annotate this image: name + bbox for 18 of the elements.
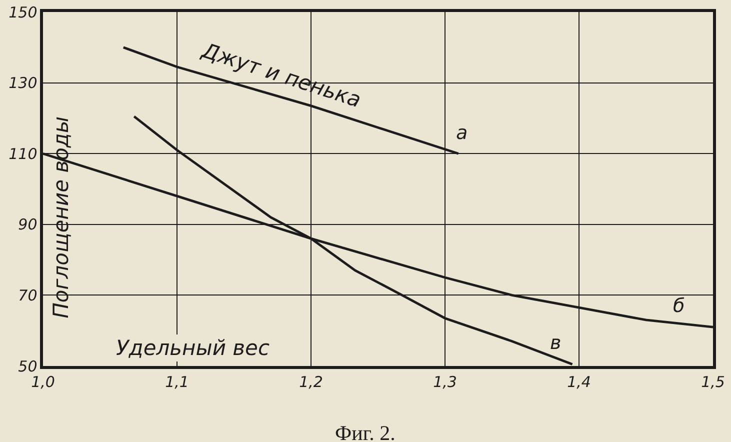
x-tick-label: 1,0 <box>31 372 55 391</box>
y-axis-title: Поглощение воды <box>48 116 73 318</box>
y-tick-label: 150 <box>8 3 38 22</box>
x-tick-label: 1,2 <box>299 372 323 391</box>
x-tick-label: 1,4 <box>567 372 591 391</box>
x-axis-title: Удельный вес <box>116 336 270 360</box>
x-tick-label: 1,1 <box>165 372 189 391</box>
series-label: а <box>456 122 468 144</box>
series-label: в <box>550 332 562 354</box>
y-tick-label: 90 <box>18 216 38 234</box>
y-tick-label: 70 <box>18 286 38 304</box>
y-tick-label: 110 <box>8 144 38 163</box>
y-tick-label: 50 <box>18 357 38 376</box>
series-label: б <box>673 295 685 317</box>
y-tick-label: 130 <box>8 74 38 92</box>
x-tick-label: 1,3 <box>433 372 457 391</box>
text: Фиг. 2. <box>335 421 396 442</box>
x-tick-label: 1,5 <box>701 372 725 391</box>
